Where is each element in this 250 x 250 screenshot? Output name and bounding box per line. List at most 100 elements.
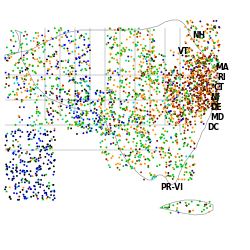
Point: [146, 49, 150, 53]
Point: [51, 151, 55, 155]
Point: [86, 44, 90, 48]
Point: [164, 154, 168, 158]
Point: [34, 111, 38, 115]
Point: [184, 48, 188, 52]
Point: [46, 67, 50, 71]
Point: [171, 102, 175, 105]
Point: [209, 93, 213, 97]
Point: [72, 80, 76, 84]
Point: [198, 76, 202, 80]
Point: [191, 208, 195, 212]
Point: [175, 95, 179, 99]
Point: [190, 70, 194, 74]
Point: [181, 108, 185, 112]
Point: [164, 74, 168, 78]
Point: [84, 74, 88, 78]
Point: [82, 52, 86, 56]
Point: [36, 191, 40, 195]
Point: [116, 44, 119, 48]
Point: [203, 202, 207, 206]
Point: [146, 157, 150, 161]
Point: [193, 119, 197, 123]
Point: [43, 191, 47, 195]
Point: [210, 49, 214, 53]
Point: [148, 144, 152, 148]
Point: [40, 122, 44, 126]
Point: [15, 76, 19, 80]
Point: [198, 91, 202, 95]
Point: [112, 90, 116, 94]
Point: [43, 132, 47, 136]
Point: [107, 152, 111, 156]
Point: [42, 146, 46, 150]
Point: [197, 56, 201, 60]
Point: [122, 86, 126, 89]
Point: [132, 90, 136, 94]
Point: [12, 176, 16, 180]
Point: [153, 124, 157, 128]
Point: [46, 162, 50, 166]
Point: [138, 155, 142, 159]
Point: [145, 69, 149, 73]
Point: [11, 90, 15, 94]
Point: [27, 82, 31, 86]
Point: [74, 46, 78, 50]
Point: [36, 129, 40, 133]
Point: [29, 88, 33, 92]
Point: [88, 66, 92, 70]
Point: [86, 94, 90, 98]
Point: [50, 121, 54, 125]
Point: [181, 71, 185, 75]
Point: [212, 98, 216, 102]
Point: [35, 98, 39, 102]
Point: [200, 82, 204, 86]
Point: [201, 89, 205, 93]
Point: [136, 134, 140, 138]
Point: [102, 91, 105, 95]
Point: [214, 58, 218, 62]
Point: [25, 169, 29, 173]
Point: [183, 141, 187, 145]
Point: [177, 76, 181, 80]
Point: [172, 112, 175, 116]
Point: [204, 103, 208, 107]
Point: [74, 72, 78, 76]
Point: [22, 80, 26, 84]
Point: [202, 112, 206, 116]
Point: [44, 90, 48, 94]
Point: [214, 102, 218, 106]
Point: [216, 60, 220, 64]
Point: [44, 193, 48, 197]
Point: [46, 195, 50, 199]
Point: [185, 166, 189, 170]
Point: [209, 53, 213, 57]
Point: [13, 184, 17, 188]
Point: [184, 94, 188, 98]
Point: [70, 115, 74, 119]
Point: [83, 95, 87, 99]
Point: [198, 30, 202, 34]
Point: [182, 58, 186, 62]
Point: [158, 150, 162, 154]
Point: [116, 67, 120, 71]
Point: [108, 60, 112, 64]
Point: [202, 106, 206, 110]
Point: [54, 64, 58, 68]
Point: [9, 48, 13, 52]
Point: [138, 131, 141, 135]
Point: [84, 32, 88, 36]
Point: [75, 132, 79, 136]
Point: [181, 81, 185, 85]
Point: [64, 120, 68, 124]
Point: [199, 94, 203, 98]
Point: [66, 68, 70, 72]
Point: [22, 186, 26, 190]
Point: [5, 76, 9, 80]
Point: [58, 94, 62, 98]
Point: [109, 35, 113, 39]
Point: [206, 87, 210, 91]
Point: [87, 64, 91, 68]
Point: [213, 26, 217, 30]
Point: [66, 127, 70, 131]
Point: [15, 97, 19, 101]
